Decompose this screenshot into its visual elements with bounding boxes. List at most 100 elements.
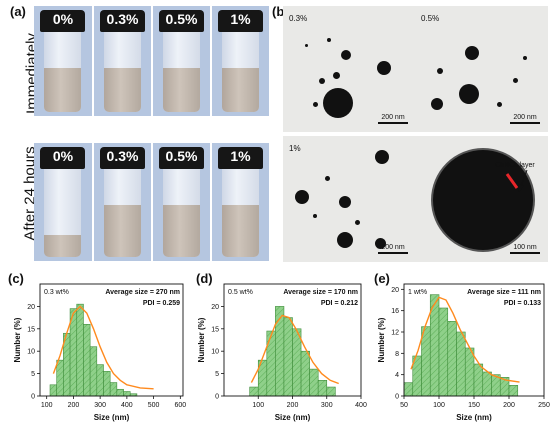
vial-cap	[159, 147, 204, 169]
y-tick-label: 10	[211, 349, 219, 356]
vial-glass	[222, 169, 259, 257]
histogram-bar	[116, 388, 124, 397]
emulsion	[44, 68, 81, 112]
panel-a: (a) Immediately After 24 hours 0% 0.3% 0…	[0, 0, 270, 265]
y-tick-label: 20	[391, 287, 399, 294]
droplet	[459, 84, 479, 104]
y-tick-label: 0	[215, 394, 219, 401]
vial-concentration-label: 1%	[230, 148, 251, 164]
panel-b: (b) 0.3% 200 nm 0.5% 200 nm 1% 200 nm	[272, 0, 550, 270]
emulsion	[222, 68, 259, 112]
vial-cap	[159, 10, 204, 32]
histogram-bar	[283, 317, 293, 397]
histogram-bar	[249, 386, 259, 397]
large-droplet	[433, 150, 533, 250]
concentration-label: 0.5 wt%	[228, 289, 253, 296]
x-axis-label: Size (nm)	[275, 413, 311, 422]
tem-image-1: 1% 200 nm	[283, 136, 416, 262]
gaussian-fit-line	[410, 296, 520, 383]
vial-glass	[44, 169, 81, 257]
histogram-bar	[326, 386, 336, 397]
histogram-bar	[464, 347, 475, 397]
histogram-bar	[89, 346, 98, 397]
histogram-e: 50 100 150 200 250 0 4 8 12 16 20 Size (nm) Number (…	[377, 283, 550, 422]
y-tick-label: 10	[27, 349, 35, 356]
emulsion	[163, 68, 200, 112]
vial-immediately-0: 0%	[34, 6, 92, 116]
tem-image-0-3: 0.3% 200 nm	[283, 6, 416, 132]
droplet	[323, 88, 353, 118]
average-size-label: Average size = 111 nm	[467, 289, 541, 296]
panel-label-e: (e)	[374, 271, 390, 286]
histogram-bar	[317, 380, 328, 397]
histogram-bar	[292, 328, 302, 397]
x-axis-label: Size (nm)	[94, 413, 130, 422]
x-axis-label: Size (nm)	[456, 413, 492, 422]
vial-concentration-label: 0.3%	[106, 11, 139, 27]
y-tick-label: 0	[395, 394, 399, 401]
scale-bar: 200 nm	[378, 244, 408, 254]
scale-bar-line	[378, 252, 408, 254]
droplet	[327, 38, 331, 42]
droplet	[523, 56, 527, 60]
vial-cap	[40, 10, 85, 32]
droplet	[319, 78, 325, 84]
histogram-bar	[109, 382, 118, 397]
gaussian-fit-line	[250, 314, 339, 385]
scale-bar-line	[510, 252, 540, 254]
average-size-label: Average size = 170 nm	[283, 289, 358, 296]
vial-cap	[218, 147, 263, 169]
y-tick-label: 15	[27, 326, 35, 333]
chncs-layer-highlight	[505, 173, 519, 189]
tem-concentration-label: 1%	[289, 144, 301, 153]
emulsion	[104, 205, 141, 257]
x-tick-label: 100	[433, 402, 445, 409]
histogram-bar	[482, 371, 492, 397]
droplet	[375, 150, 389, 164]
droplet	[513, 78, 518, 83]
vial-glass	[163, 169, 200, 257]
scale-bar: 200 nm	[378, 114, 408, 124]
histogram-bar	[508, 385, 519, 397]
vial-cap	[40, 147, 85, 169]
vial-glass	[44, 32, 81, 112]
histogram-bar	[473, 363, 484, 397]
droplet	[431, 98, 443, 110]
droplet	[313, 102, 318, 107]
y-tick-label: 20	[211, 304, 219, 311]
droplet	[497, 102, 502, 107]
x-tick-label: 300	[94, 402, 106, 409]
y-tick-label: 5	[215, 371, 219, 378]
x-tick-label: 400	[355, 402, 367, 409]
tem-image-zoom: ChNCs layer 100 nm	[415, 136, 548, 262]
histogram-c: 100 200 300 400 500 600 0 5 10 15 20 Size (nm) Numbe…	[13, 283, 186, 422]
histogram-bar	[300, 350, 310, 397]
vial-concentration-label: 0.5%	[165, 148, 198, 164]
droplet	[313, 214, 317, 218]
droplet	[295, 190, 309, 204]
x-tick-label: 150	[468, 402, 480, 409]
vial-after-24h-2: 0.5%	[153, 143, 210, 261]
plot-frame	[39, 283, 184, 397]
droplet	[377, 61, 391, 75]
x-tick-label: 200	[68, 402, 80, 409]
scale-bar-label: 200 nm	[381, 114, 405, 121]
y-tick-label: 16	[391, 308, 399, 315]
vial-glass	[222, 32, 259, 112]
droplet	[341, 50, 351, 60]
histogram-bar	[438, 307, 449, 397]
droplet	[375, 238, 386, 249]
panel-label-a: (a)	[10, 4, 26, 19]
arrow-shaft	[520, 169, 528, 187]
y-tick-label: 0	[31, 394, 35, 401]
droplet	[355, 220, 360, 225]
annotation-label: ChNCs layer	[495, 162, 535, 169]
histogram-bar	[49, 384, 58, 397]
scale-bar-label: 200 nm	[381, 244, 405, 251]
y-tick-label: 5	[31, 371, 35, 378]
pdi-label: PDI = 0.212	[321, 300, 358, 307]
histogram-bar	[309, 368, 319, 397]
x-tick-label: 300	[321, 402, 333, 409]
x-tick-label: 500	[148, 402, 160, 409]
histogram-bar	[76, 303, 84, 397]
